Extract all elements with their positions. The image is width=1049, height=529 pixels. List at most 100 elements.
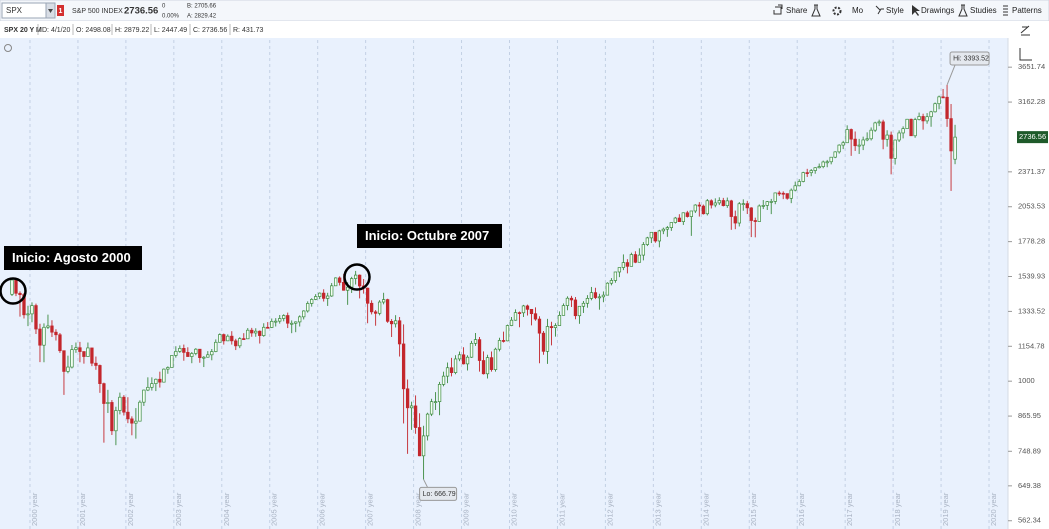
candle-body <box>358 274 362 287</box>
candle-body <box>521 305 526 314</box>
studies-button[interactable]: Studies <box>970 6 997 15</box>
candle-body <box>182 348 186 353</box>
candle-body <box>541 332 546 352</box>
settings-icon[interactable] <box>832 6 842 16</box>
bar-close: C: 2736.56 <box>193 27 227 34</box>
candle-body <box>733 216 737 224</box>
candle-body <box>785 193 789 199</box>
candle-body <box>821 161 825 167</box>
candle-body <box>401 343 406 390</box>
badge-text: 1 <box>59 8 63 15</box>
value: 2879.22 <box>124 27 149 34</box>
expand-icon[interactable] <box>1020 25 1030 36</box>
candle-body <box>633 254 638 263</box>
candle-body <box>290 322 294 325</box>
candle-body <box>82 351 86 357</box>
x-tick-label: 2011 year <box>557 493 566 526</box>
candle-body <box>134 420 138 424</box>
candle-body <box>114 410 118 432</box>
candle-body <box>613 271 618 281</box>
candle-body <box>222 334 226 342</box>
net-change: 0 <box>162 4 166 10</box>
candle-body <box>761 205 765 207</box>
y-tick-label: 1333.52 <box>1018 306 1045 315</box>
candle-body <box>154 378 158 384</box>
share-button[interactable]: Share <box>786 6 808 15</box>
style-button[interactable]: Style <box>886 6 904 15</box>
candle-body <box>861 139 865 146</box>
candle-body <box>709 200 713 206</box>
candle-body <box>941 96 945 99</box>
candle-body <box>146 386 150 391</box>
candle-body <box>781 192 785 195</box>
candle-body <box>697 204 701 207</box>
candle-body <box>174 350 178 356</box>
candle-body <box>701 205 705 215</box>
candle-body <box>142 389 146 403</box>
candle-body <box>829 156 833 163</box>
candle-body <box>234 340 238 347</box>
candle-body <box>769 201 773 203</box>
candle-body <box>318 292 322 297</box>
candle-body <box>170 355 174 368</box>
candle-body <box>569 297 574 301</box>
candle-body <box>389 320 394 325</box>
info-icon[interactable] <box>4 44 12 52</box>
candle-body <box>897 132 901 141</box>
candle-body <box>158 378 162 383</box>
candle-body <box>837 144 841 153</box>
candle-body <box>346 286 350 291</box>
flask-icon[interactable] <box>811 4 821 17</box>
candle-body <box>509 319 514 326</box>
candle-body <box>238 338 242 347</box>
patterns-button[interactable]: Patterns <box>1012 6 1042 15</box>
axis-icon[interactable] <box>1019 48 1032 61</box>
candle-body <box>565 297 570 306</box>
candle-body <box>601 294 606 298</box>
candle-body <box>262 326 266 336</box>
candle-body <box>130 418 134 424</box>
dropdown-arrow <box>48 9 53 13</box>
candle-body <box>721 200 725 206</box>
candle-body <box>481 360 486 375</box>
candle-body <box>513 312 518 321</box>
badge[interactable] <box>57 5 64 16</box>
candle-body <box>250 329 254 334</box>
candle-body <box>274 320 278 323</box>
candle-body <box>34 305 38 330</box>
label: L: <box>154 27 160 34</box>
info-bar <box>0 21 1049 38</box>
candle-body <box>62 350 66 372</box>
candle-body <box>625 262 630 267</box>
candle-body <box>162 368 166 383</box>
timeframe-button[interactable]: Mo <box>852 6 864 15</box>
candle-body <box>857 144 861 147</box>
candle-body <box>905 118 909 129</box>
candle-body <box>493 348 498 370</box>
candle-body <box>385 299 390 322</box>
y-tick-label: 1778.28 <box>1018 237 1045 246</box>
candle-body <box>369 302 374 313</box>
last-price-label: 2736.56 <box>1019 132 1046 141</box>
y-tick-label: 562.34 <box>1018 516 1041 525</box>
candle-body <box>641 244 646 256</box>
candle-body <box>617 267 622 273</box>
candle-body <box>150 383 154 388</box>
candle-body <box>226 335 230 342</box>
candle-body <box>86 347 90 357</box>
candle-body <box>242 338 246 340</box>
candle-body <box>485 357 490 375</box>
candle-body <box>98 365 102 384</box>
symbol[interactable]: SPX <box>6 6 23 15</box>
lo-box <box>419 486 458 501</box>
y-tick-label: 3651.74 <box>1018 62 1045 71</box>
annotation-circle <box>343 263 371 291</box>
candle-body <box>310 299 314 304</box>
hi-box <box>949 51 990 66</box>
candle-body <box>577 305 582 317</box>
candle-body <box>661 228 665 232</box>
candle-body <box>717 200 721 204</box>
share-icon <box>773 4 783 15</box>
drawings-button[interactable]: Drawings <box>921 6 954 15</box>
candle-body <box>90 347 94 364</box>
